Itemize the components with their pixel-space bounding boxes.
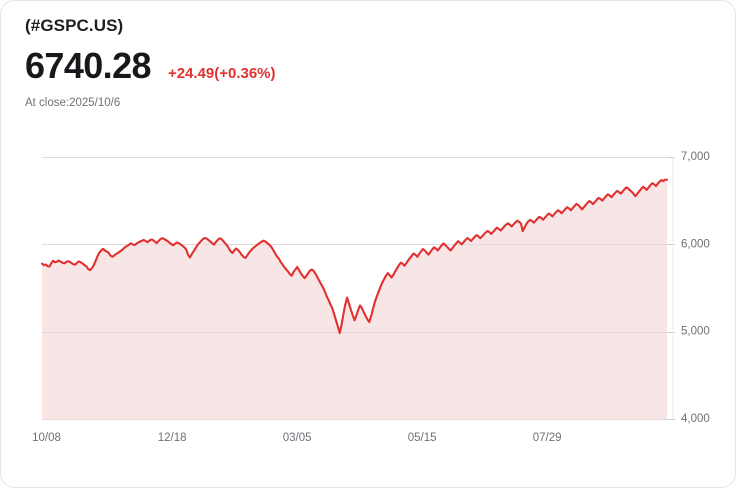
y-axis-tick-label: 5,000 — [681, 326, 710, 338]
market-status: At close:2025/10/6 — [25, 97, 121, 109]
area-fill — [42, 179, 667, 419]
overlay-gridlines — [42, 157, 667, 420]
x-axis-labels: 10/08 12/18 03/05 05/15 07/29 — [32, 432, 561, 444]
axis-ticks — [667, 157, 675, 420]
series-line-group — [40, 178, 669, 335]
x-axis-tick-label: 12/18 — [158, 432, 187, 444]
y-axis-tick-label: 6,000 — [681, 238, 710, 250]
quote-header: (#GSPC.US) 6740.28 +24.49(+0.36%) At clo… — [25, 15, 685, 111]
x-axis-tick-label: 03/05 — [283, 432, 312, 444]
x-axis-tick-label: 05/15 — [408, 432, 437, 444]
symbol-label: (#GSPC.US) — [25, 16, 124, 35]
y-axis-labels: 7,000 6,000 5,000 4,000 — [681, 151, 710, 425]
gridlines — [42, 157, 667, 420]
price-change: +24.49(+0.36%) — [167, 65, 276, 82]
x-axis-tick-label: 10/08 — [32, 432, 61, 444]
price-row: 6740.28 +24.49(+0.36%) — [25, 46, 685, 86]
y-axis-tick-label: 4,000 — [681, 413, 710, 425]
area-fill-group — [42, 179, 667, 419]
last-price: 6740.28 — [25, 45, 152, 86]
series-line — [40, 178, 669, 335]
x-axis-tick-label: 07/29 — [533, 432, 562, 444]
y-axis-tick-label: 7,000 — [681, 151, 710, 163]
